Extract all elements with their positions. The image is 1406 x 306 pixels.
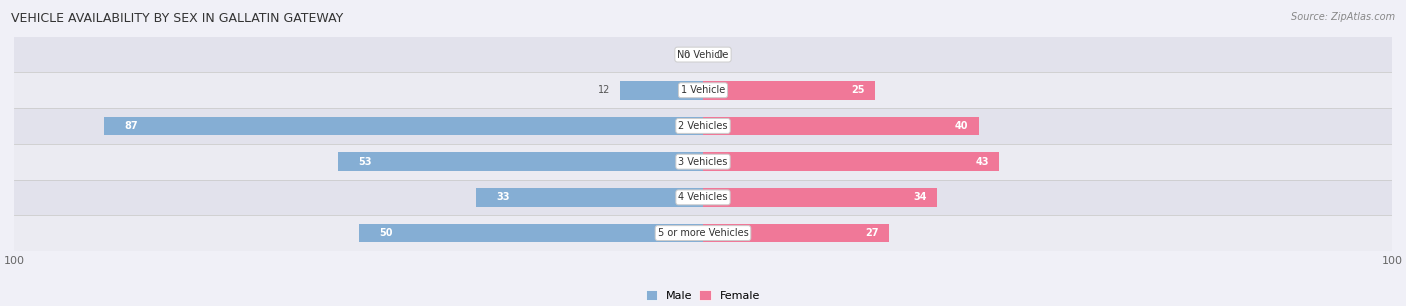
Text: 40: 40 xyxy=(955,121,969,131)
Text: 12: 12 xyxy=(598,85,610,95)
Text: 0: 0 xyxy=(717,50,723,60)
Bar xyxy=(620,81,703,99)
Bar xyxy=(14,37,1392,73)
Bar xyxy=(703,117,979,135)
Text: 43: 43 xyxy=(976,157,988,167)
Bar xyxy=(359,224,703,242)
Bar xyxy=(104,117,703,135)
Text: 3 Vehicles: 3 Vehicles xyxy=(678,157,728,167)
Text: 5 or more Vehicles: 5 or more Vehicles xyxy=(658,228,748,238)
Bar xyxy=(14,215,1392,251)
Text: 27: 27 xyxy=(865,228,879,238)
Text: 1 Vehicle: 1 Vehicle xyxy=(681,85,725,95)
Text: 53: 53 xyxy=(359,157,373,167)
Bar xyxy=(475,188,703,207)
Text: 87: 87 xyxy=(124,121,138,131)
Text: VEHICLE AVAILABILITY BY SEX IN GALLATIN GATEWAY: VEHICLE AVAILABILITY BY SEX IN GALLATIN … xyxy=(11,12,343,25)
Bar xyxy=(14,73,1392,108)
Text: 0: 0 xyxy=(683,50,689,60)
Bar xyxy=(703,152,1000,171)
Text: 2 Vehicles: 2 Vehicles xyxy=(678,121,728,131)
Text: 4 Vehicles: 4 Vehicles xyxy=(678,192,728,202)
Bar xyxy=(703,188,938,207)
Text: 50: 50 xyxy=(380,228,392,238)
Text: 34: 34 xyxy=(914,192,927,202)
Text: 25: 25 xyxy=(852,85,865,95)
Bar xyxy=(14,108,1392,144)
Bar xyxy=(703,81,875,99)
Bar xyxy=(337,152,703,171)
Bar xyxy=(14,144,1392,180)
Legend: Male, Female: Male, Female xyxy=(641,286,765,305)
Text: 33: 33 xyxy=(496,192,510,202)
Bar xyxy=(14,180,1392,215)
Bar xyxy=(703,224,889,242)
Text: No Vehicle: No Vehicle xyxy=(678,50,728,60)
Text: Source: ZipAtlas.com: Source: ZipAtlas.com xyxy=(1291,12,1395,22)
